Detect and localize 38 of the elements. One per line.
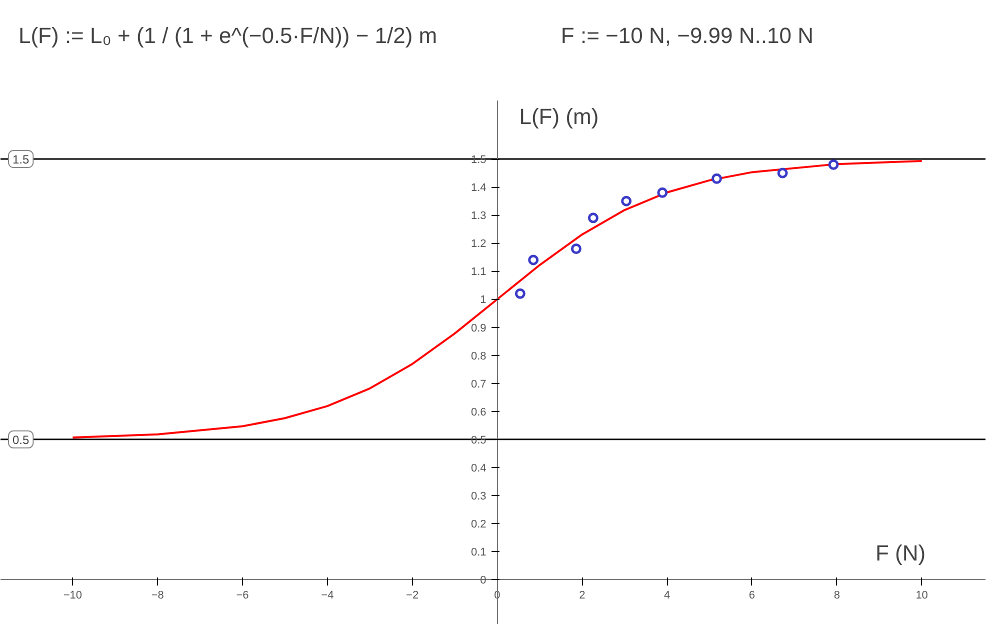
x-tick-label: −4: [321, 590, 334, 602]
y-tick-label: 0.9: [470, 322, 486, 334]
y-tick-label: 0.1: [470, 546, 486, 559]
point: [712, 173, 722, 184]
point: [528, 254, 539, 266]
x-tick-label: 10: [916, 590, 928, 602]
y-tick-label: 1.1: [470, 266, 486, 278]
ref-line-label: 1.5: [12, 152, 30, 167]
point: [570, 244, 582, 254]
point: [657, 187, 668, 198]
x-axis-title: F (N): [876, 540, 926, 566]
x-tick-label: 8: [834, 590, 840, 602]
text: L(F) := L₀ + (1 / (1 + e^(−0.5·F/N)) − 1/2) m: [18, 23, 438, 48]
x-tick-label: 6: [748, 590, 756, 602]
x-tick-label: −8: [151, 590, 164, 602]
text: F := −10 N, −9.99 N..10 N: [560, 23, 814, 48]
point: [828, 159, 839, 170]
y-tick-label: 0.2: [470, 518, 486, 531]
x-tick-label: −2: [406, 590, 419, 602]
point: [588, 212, 598, 224]
y-tick-label: 1.4: [470, 182, 486, 194]
point: [514, 288, 526, 299]
point: [777, 168, 788, 178]
x-tick-label: 4: [664, 590, 670, 602]
y-tick-label: 0.6: [470, 406, 486, 418]
x-tick-label: −10: [63, 590, 82, 602]
y-tick-label: 0.4: [470, 462, 486, 474]
y-axis-title: L(F) (m): [519, 104, 599, 130]
point: [621, 196, 632, 206]
ref-line-label: 0.5: [12, 432, 30, 447]
y-tick-label: 0.8: [470, 350, 486, 362]
y-tick-label: 0.7: [470, 378, 486, 390]
x-tick-label: 2: [579, 590, 586, 602]
y-tick-label: 0.3: [470, 490, 486, 503]
y-tick-label: 1.2: [470, 238, 486, 250]
y-tick-label: 1: [480, 294, 486, 306]
x-tick-label: −6: [236, 590, 249, 602]
y-tick-label: 1.3: [470, 210, 486, 222]
